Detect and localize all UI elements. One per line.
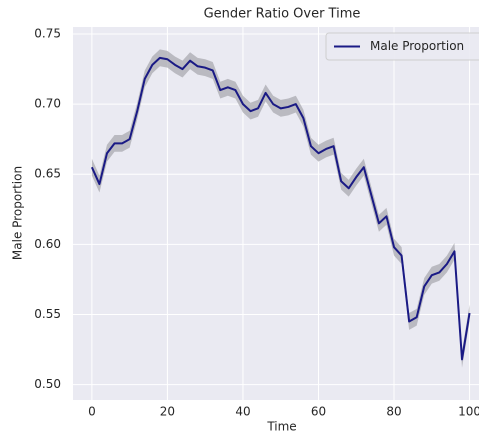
y-tick-label: 0.70 [34,97,61,111]
x-tick-label: 100 [458,405,479,419]
plot-layer [90,49,471,368]
x-axis-label: Time [266,420,296,434]
y-tick-label: 0.65 [34,167,61,181]
y-tick-label: 0.75 [34,27,61,41]
plot-background [73,27,479,400]
x-tick-label: 0 [88,405,96,419]
data-line [90,56,471,361]
y-tick-label: 0.55 [34,307,61,321]
y-tick-label: 0.50 [34,377,61,391]
x-tick-label: 20 [160,405,175,419]
y-tick-label: 0.60 [34,237,61,251]
x-tick-label: 80 [386,405,401,419]
legend-label: Male Proportion [370,39,464,53]
y-axis-label: Male Proportion [11,166,25,260]
confidence-band [91,49,470,368]
legend-box [325,32,479,61]
chart-title: Gender Ratio Over Time [204,7,361,22]
x-tick-label: 60 [311,405,326,419]
x-tick-label: 40 [235,405,250,419]
